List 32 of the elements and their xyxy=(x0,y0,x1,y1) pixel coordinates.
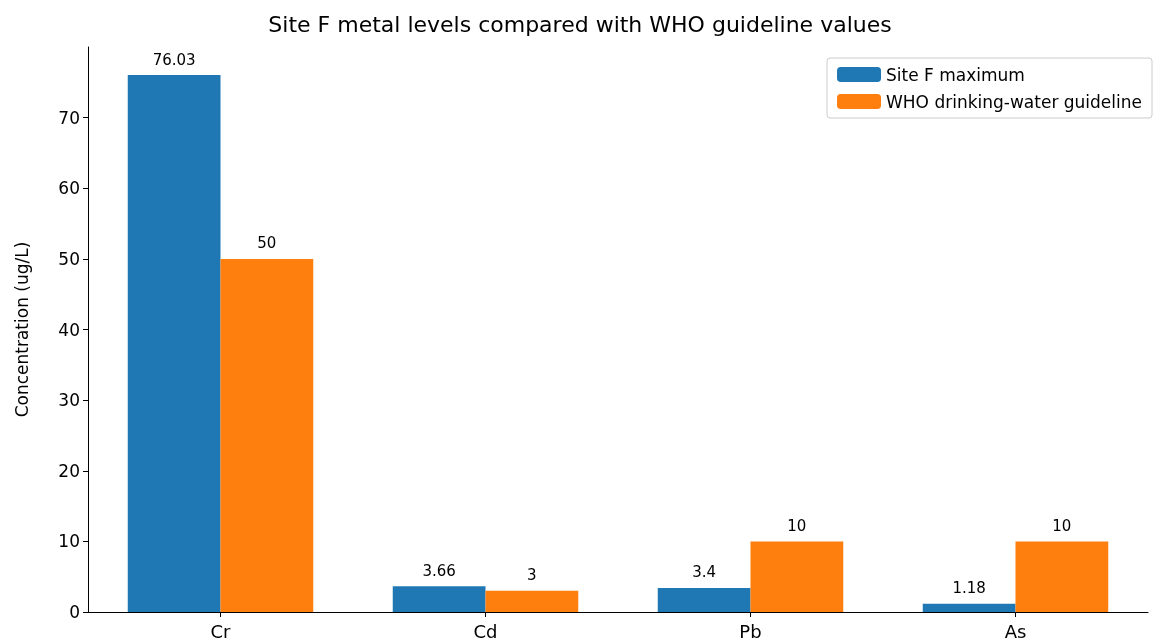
x-tick-label: Cr xyxy=(210,620,232,642)
y-tick-label: 40 xyxy=(58,319,80,340)
data-label: 10 xyxy=(1052,516,1072,535)
y-tick-label: 10 xyxy=(58,531,80,552)
y-tick-label: 20 xyxy=(58,460,80,481)
y-tick-label: 60 xyxy=(58,178,80,199)
chart-title: Site F metal levels compared with WHO guideline values xyxy=(268,11,892,37)
bar xyxy=(392,586,486,612)
x-tick-label: Cd xyxy=(473,620,498,642)
bar xyxy=(657,587,751,612)
bar xyxy=(127,75,221,612)
bar xyxy=(750,541,844,612)
data-label: 3 xyxy=(527,566,537,585)
y-tick-label: 50 xyxy=(58,248,80,269)
bar xyxy=(220,258,314,612)
data-label: 3.66 xyxy=(422,561,456,580)
bar xyxy=(922,603,1016,612)
x-tick-label: Pb xyxy=(739,620,762,642)
data-label: 76.03 xyxy=(152,50,196,69)
y-tick-label: 0 xyxy=(69,602,80,622)
legend-label: WHO drinking-water guideline xyxy=(886,91,1142,112)
x-tick-label: As xyxy=(1004,620,1027,642)
data-label: 3.4 xyxy=(692,563,717,582)
y-tick-label: 30 xyxy=(58,390,80,411)
data-label: 1.18 xyxy=(952,579,986,598)
data-label: 10 xyxy=(787,516,807,535)
legend-label: Site F maximum xyxy=(886,64,1025,85)
bar xyxy=(1015,541,1109,612)
y-axis-title: Concentration (ug/L) xyxy=(11,241,32,418)
y-tick-label: 70 xyxy=(58,107,80,128)
data-label: 50 xyxy=(257,234,277,253)
bar xyxy=(485,590,579,612)
